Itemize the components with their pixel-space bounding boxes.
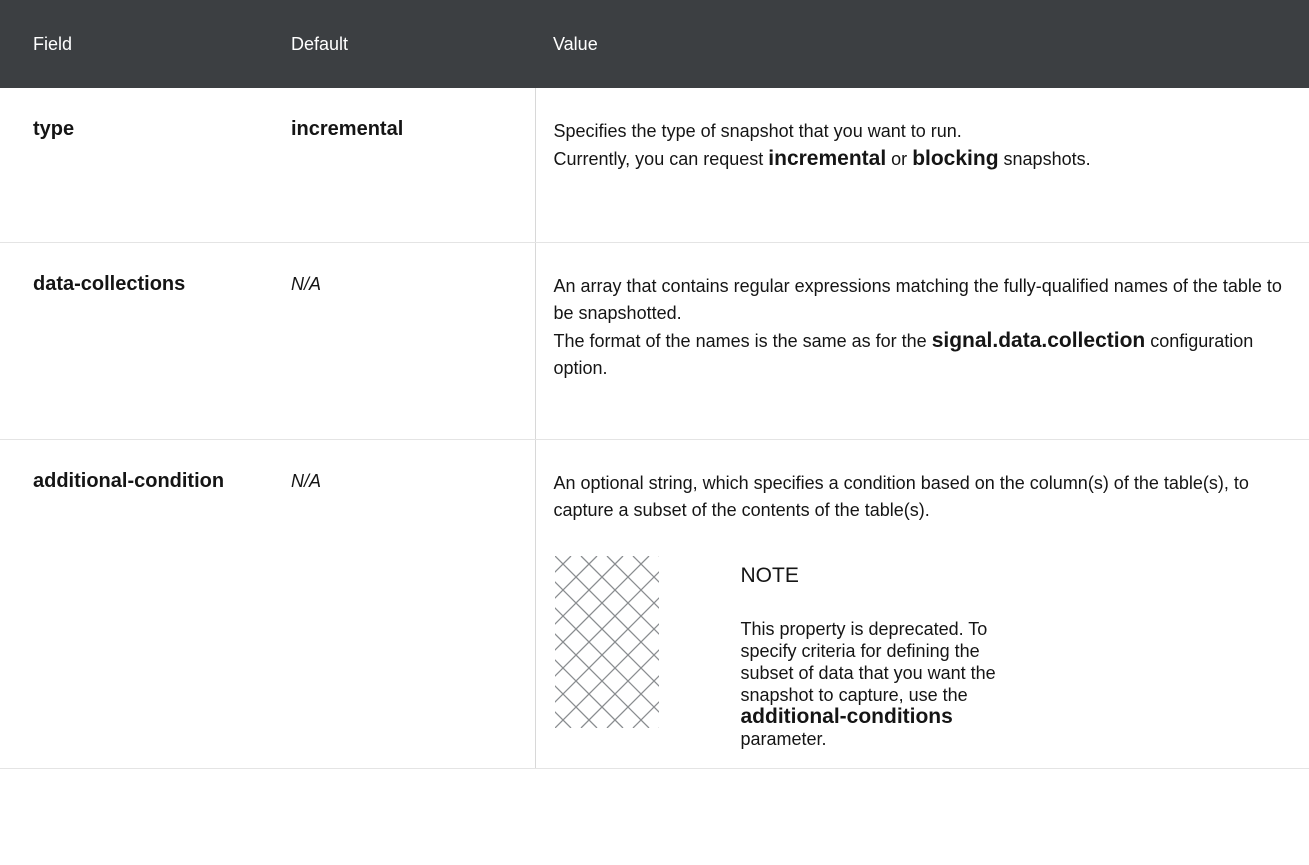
value-paragraph: An optional string, which specifies a co…	[554, 470, 1293, 524]
value-paragraph: Specifies the type of snapshot that you …	[554, 118, 1293, 145]
field-cell: type	[0, 88, 271, 243]
text-run: parameter.	[740, 728, 827, 749]
field-cell: additional-condition	[0, 439, 271, 769]
text-run: An optional string, which specifies a co…	[553, 472, 1249, 520]
table-row: type incremental Specifies the type of sna…	[0, 88, 1309, 243]
strong-text: blocking	[912, 147, 999, 170]
icon-pattern	[554, 555, 659, 728]
strong-text: signal.data.collection	[931, 328, 1146, 352]
text-run: This property is deprecated. To specify …	[740, 618, 996, 705]
note-icon	[554, 555, 659, 728]
text-run: Currently, you can request	[553, 149, 769, 169]
header-row: Field Default Value	[0, 0, 1309, 88]
value-cell: An optional string, which specifies a co…	[534, 439, 1309, 769]
text-run: snapshots.	[998, 149, 1091, 169]
field-cell: data-collections	[0, 242, 271, 440]
value-paragraph: An array that contains regular expressio…	[554, 273, 1293, 327]
column-header: Field	[0, 0, 271, 88]
strong-text: additional-conditions	[740, 704, 953, 728]
text-run: or	[886, 149, 913, 169]
text-run: An array that contains regular expressio…	[553, 275, 1282, 323]
table-body: type incremental Specifies the type of sna…	[0, 88, 1309, 769]
default-cell: N/A	[271, 439, 535, 769]
strong-text: incremental	[768, 147, 887, 170]
value-cell: An array that contains regular expressio…	[534, 242, 1309, 440]
value-paragraph: The format of the names is the same as f…	[554, 327, 1293, 382]
note-body: This property is deprecated. To specify …	[741, 618, 1021, 750]
text-run: configuration option.	[553, 330, 1254, 378]
column-header: Value	[535, 0, 1309, 88]
note-title: NOTE	[740, 563, 799, 587]
column-header: Default	[271, 0, 535, 88]
note-content: NOTE This property is deprecated. To spec…	[741, 556, 1021, 750]
value-cell: Specifies the type of snapshot that you …	[534, 88, 1309, 243]
table-row: data-collections N/A An array that contain…	[0, 242, 1309, 440]
text-run: The format of the names is the same as f…	[553, 330, 932, 351]
default-cell: N/A	[271, 242, 535, 440]
note: NOTE This property is deprecated. To spec…	[554, 555, 1293, 750]
value-paragraph: Currently, you can request incremental o…	[554, 145, 1293, 173]
text-run: Specifies the type of snapshot that you …	[553, 121, 962, 141]
default-cell: incremental	[271, 88, 535, 243]
fields-table: Field Default Value type incremental Specifi…	[0, 0, 1309, 769]
table-head: Field Default Value	[0, 0, 1309, 88]
table-row: additional-condition N/A An optional strin…	[0, 439, 1309, 769]
